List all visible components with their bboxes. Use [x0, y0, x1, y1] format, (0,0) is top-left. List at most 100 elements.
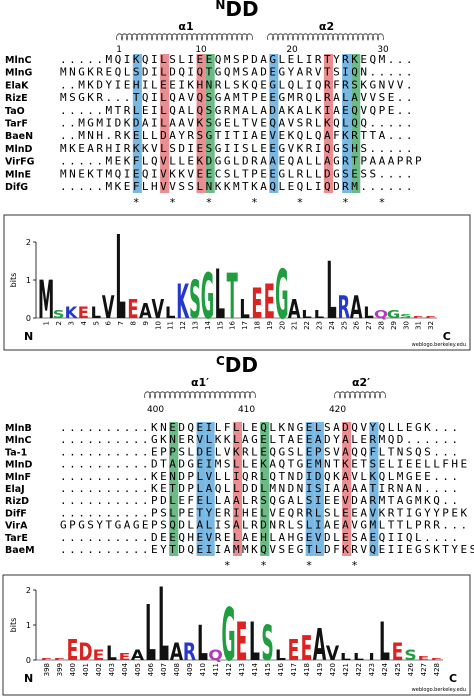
- position-label: 404: [121, 662, 129, 676]
- residue-number: 20: [286, 45, 298, 55]
- column-highlight: [323, 54, 333, 193]
- column-highlight: [132, 54, 142, 193]
- logo-letter: G: [387, 309, 400, 321]
- logo-letter: E: [264, 275, 275, 330]
- logo-letter: A: [170, 638, 184, 666]
- position-label: 14: [204, 320, 212, 329]
- section-title: CDD: [216, 353, 258, 377]
- logo-letter: E: [119, 652, 131, 663]
- position-label: 424: [381, 662, 389, 676]
- position-label: 421: [342, 663, 350, 676]
- position-label: 16: [229, 320, 237, 329]
- sequence: .....MKEFLHVVSSLNKKMTKAQLEQLIQDRM......: [60, 180, 415, 193]
- residue-number: 420: [329, 405, 346, 415]
- logo-letter: I: [368, 652, 374, 663]
- sequence: ..........EYTDQEIIAMMKQVSEGTLDFKRVQEIIEG…: [60, 543, 474, 556]
- position-label: 9: [142, 321, 150, 325]
- logo-letter: E: [127, 295, 138, 325]
- logo-letter: G: [275, 255, 288, 335]
- y-axis-label: bits: [9, 273, 18, 288]
- sequence: .....MQIKQILSLIEEQMSPDAGLELIRTYRKEQM...: [60, 53, 415, 66]
- helix-label: α2: [319, 20, 334, 33]
- logo-letter: L: [249, 613, 260, 674]
- position-label: 18: [254, 321, 262, 330]
- sequence-name: MlnF: [5, 472, 31, 483]
- logo-letter: A: [350, 289, 363, 325]
- column-highlight: [369, 422, 379, 556]
- conservation-markers: * * * *: [60, 559, 360, 572]
- position-label: 411: [212, 663, 220, 676]
- sequence: ..........EPPSLDELVKRLEQGSLEPSVAQQFLTNSQ…: [60, 445, 461, 458]
- sequence: ..........GKNERVLKKLAGELTAEEADYALERMQD..…: [60, 433, 461, 446]
- sequence: MNGKREQLSDILDQIQTGQMSADEGYARVTSIQN.....: [60, 66, 415, 79]
- position-label: 2: [55, 321, 63, 325]
- logo-letter: L: [215, 255, 225, 335]
- position-label: 29: [390, 321, 398, 330]
- sequence-name: MlnC: [5, 55, 31, 66]
- sequence-name: BaeN: [5, 131, 33, 142]
- column-highlight: [205, 422, 215, 556]
- logo-letter: L: [353, 652, 364, 663]
- sequence-name: MlnE: [5, 169, 31, 180]
- logo-letter: K: [65, 303, 78, 322]
- logo-letter: V: [102, 289, 115, 325]
- logo-letter: R: [338, 289, 351, 325]
- c-terminus: C: [443, 330, 451, 343]
- column-highlight: [351, 54, 361, 193]
- column-highlight: [269, 54, 279, 193]
- position-label: 27: [365, 321, 373, 330]
- logo-letter: G: [221, 594, 235, 678]
- sequence: ..MKDYIEHILEEIKHNRLSKQEGLQLIQRFRSKGNVV.: [60, 78, 415, 91]
- position-label: 10: [154, 321, 162, 330]
- position-label: 6: [105, 320, 113, 325]
- helix-coil: [334, 391, 386, 399]
- helix-coil: [144, 391, 256, 399]
- logo-letter: L: [197, 616, 208, 672]
- logo-letter: V: [151, 295, 164, 325]
- sequence-name: VirFG: [5, 157, 35, 168]
- helix-label: α2′: [352, 376, 370, 389]
- position-label: 32: [427, 321, 435, 330]
- logo-letter: L: [239, 295, 250, 325]
- position-label: 24: [328, 320, 336, 329]
- logo-letter: L: [340, 652, 351, 663]
- logo-letter: L: [379, 613, 390, 674]
- logo-letter: T: [227, 261, 238, 334]
- logo-letter: L: [91, 303, 101, 322]
- y-tick-label: 0: [26, 314, 31, 323]
- column-highlight: [342, 422, 352, 556]
- logo-letter: L: [165, 303, 175, 322]
- column-highlight: [160, 54, 170, 193]
- logo-credit: weblogo.berkeley.edu: [412, 687, 466, 693]
- sequence: ..........KETDPLAQLLDDLMNDNISIAAAATIRNAN…: [60, 482, 461, 495]
- logo-letter: E: [78, 303, 89, 322]
- position-label: 13: [192, 321, 200, 330]
- sequence-name: TaO: [5, 106, 25, 117]
- logo-letter: L: [145, 590, 156, 680]
- logo-credit: weblogo.berkeley.edu: [412, 342, 466, 348]
- logo-letter: L: [314, 309, 325, 321]
- column-highlight: [305, 422, 315, 556]
- position-label: 1: [43, 321, 51, 325]
- position-label: 415: [264, 663, 272, 676]
- column-highlight: [342, 54, 352, 193]
- position-label: 402: [95, 663, 103, 676]
- position-label: 419: [316, 663, 324, 676]
- position-label: 414: [251, 662, 259, 676]
- conservation-markers: * * * * * * *: [60, 196, 388, 209]
- position-label: 7: [117, 321, 125, 325]
- position-label: 409: [186, 663, 194, 676]
- sequence-name: Ta-1: [5, 447, 27, 458]
- sequence: ..........PDLEFELLAALRSQGALSIEEVDARMTAGM…: [60, 494, 461, 507]
- residue-number: 10: [195, 45, 207, 55]
- logo-letter: E: [41, 658, 53, 661]
- y-tick-label: 0: [26, 656, 31, 665]
- logo-letter: S: [261, 616, 273, 672]
- logo-letter: L: [363, 303, 373, 322]
- sequence-name: DifG: [5, 182, 28, 193]
- position-label: 416: [277, 662, 285, 676]
- title-superscript: C: [216, 354, 225, 368]
- position-label: 413: [238, 663, 246, 676]
- logo-letter: E: [288, 633, 300, 667]
- column-highlight: [205, 54, 215, 193]
